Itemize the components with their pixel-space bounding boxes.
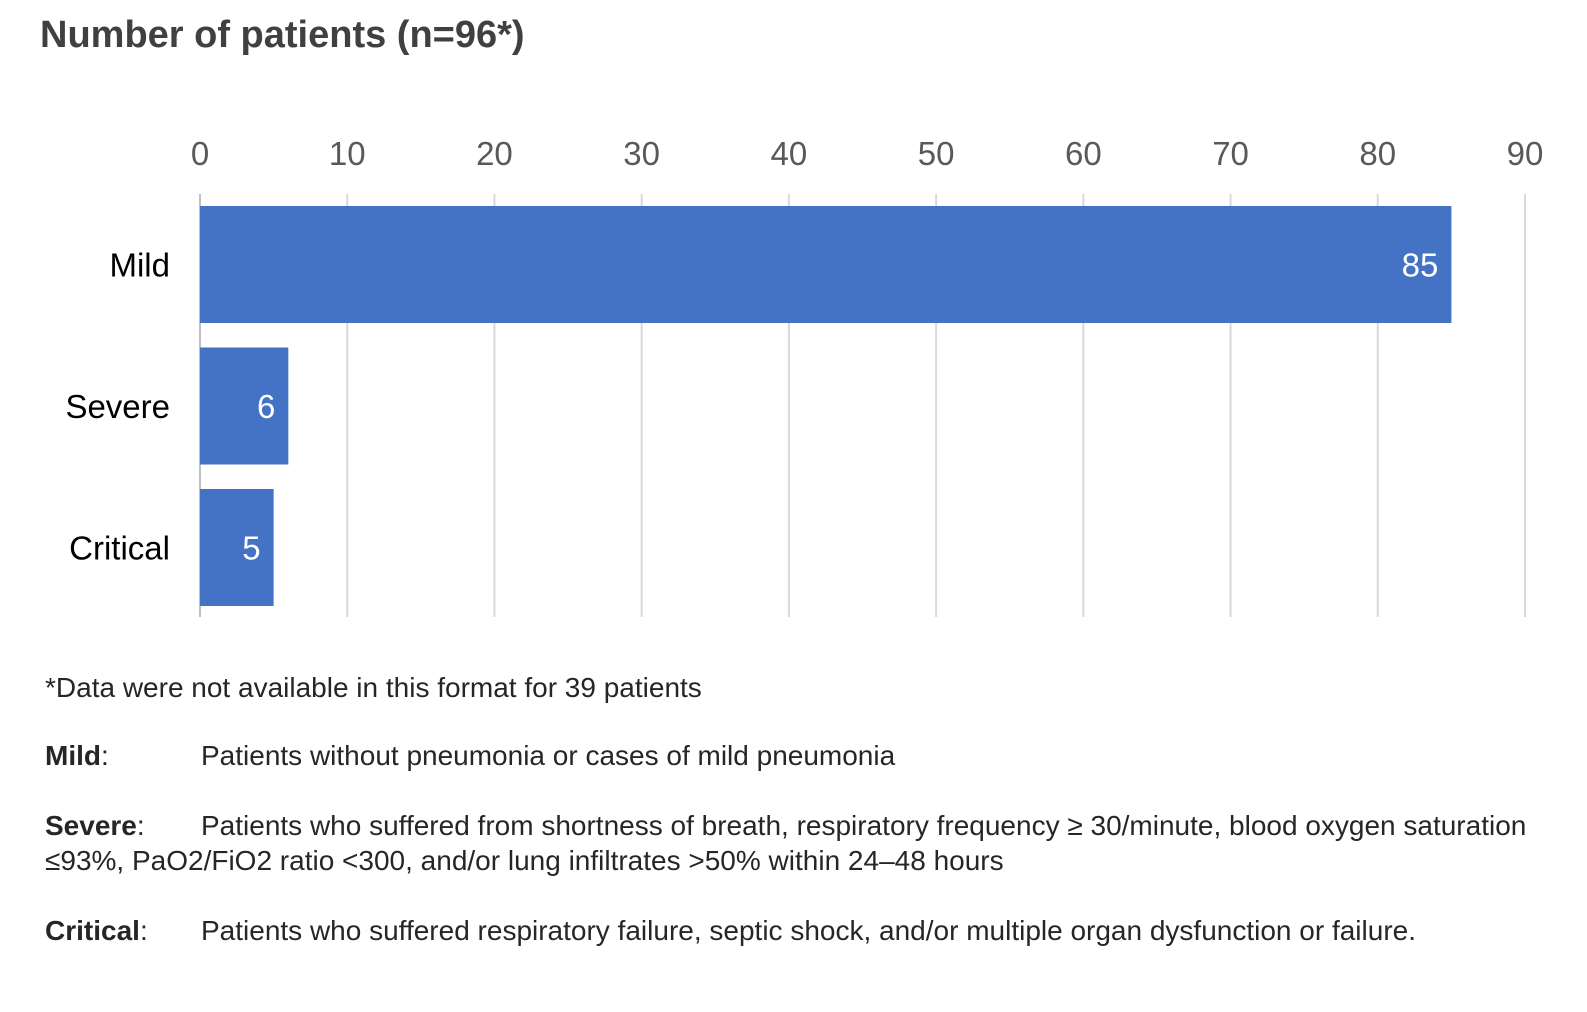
definition-mild: Mild: Patients without pneumonia or cases… [45,738,1565,773]
bar-mild [200,206,1452,323]
definition-text-critical: Patients who suffered respiratory failur… [201,915,1416,946]
x-tick-label: 60 [1065,135,1102,172]
definition-separator: : [136,810,145,841]
definition-text-mild: Patients without pneumonia or cases of m… [201,740,896,771]
definition-term-label: Critical [45,915,140,946]
data-label: 6 [257,388,275,425]
definition-separator: : [101,740,109,771]
bar-chart: 0 10 20 30 40 50 60 70 80 90 Mild Severe Critical 8… [65,135,1544,617]
x-tick-label: 70 [1212,135,1249,172]
footnote: *Data were not available in this format … [45,672,702,703]
definition-critical: Critical: Patients who suffered respirato… [45,913,1565,948]
category-label: Mild [109,247,170,284]
category-label: Critical [69,530,170,567]
category-label: Severe [65,388,170,425]
x-tick-label: 30 [623,135,660,172]
definition-term-critical: Critical: [45,913,201,948]
y-axis-categories: Mild Severe Critical [65,247,170,567]
x-tick-label: 10 [329,135,366,172]
x-tick-label: 0 [191,135,209,172]
x-axis-ticks: 0 10 20 30 40 50 60 70 80 90 [191,135,1544,172]
bar-critical [200,489,274,606]
x-tick-label: 20 [476,135,513,172]
definition-severe: Severe: Patients who suffered from shortn… [45,808,1565,878]
definition-term-label: Severe [45,810,137,841]
bar-severe [200,347,289,465]
x-tick-label: 50 [918,135,955,172]
chart-title: Number of patients (n=96*) [40,14,525,56]
x-tick-label: 40 [771,135,808,172]
data-label: 85 [1402,247,1439,284]
data-label: 5 [242,530,260,567]
bars [200,206,1452,606]
definition-separator: : [139,915,148,946]
definition-term-label: Mild [45,740,101,771]
definition-term-severe: Severe: [45,808,201,843]
data-labels: 85 6 5 [242,247,1438,567]
chart-notes: *Data were not available in this format … [45,670,1565,983]
definition-term-mild: Mild: [45,738,201,773]
x-tick-label: 90 [1507,135,1544,172]
definition-text-severe: Patients who suffered from shortness of … [45,810,1527,876]
x-tick-label: 80 [1359,135,1396,172]
